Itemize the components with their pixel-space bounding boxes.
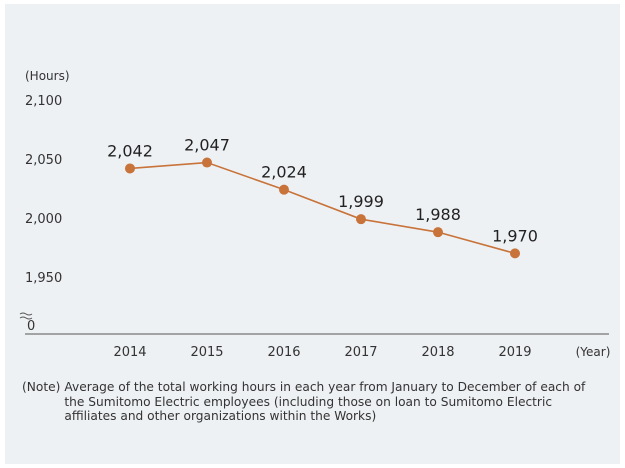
data-label: 1,999: [338, 192, 384, 211]
line-chart: (Hours) (Year) 0 1,950 2,000 2,050 2,100 20…: [19, 69, 611, 360]
data-label: 1,970: [492, 226, 538, 245]
data-point: [510, 248, 520, 259]
data-point: [279, 184, 289, 195]
x-tick-label: 2019: [498, 345, 531, 360]
note: (Note) Average of the total working hour…: [22, 380, 607, 424]
data-label: 2,042: [107, 141, 153, 160]
y-break-zero-label: 0: [27, 319, 35, 334]
data-label: 2,024: [261, 163, 307, 182]
y-axis-label: (Hours): [25, 69, 70, 83]
data-point: [125, 163, 135, 174]
y-tick-label: 2,100: [25, 94, 62, 109]
y-tick-label: 2,050: [25, 153, 62, 168]
note-label: (Note): [22, 380, 61, 394]
data-point: [356, 214, 366, 225]
data-point: [202, 157, 212, 168]
y-tick-label: 1,950: [25, 271, 62, 286]
data-label: 2,047: [184, 136, 230, 155]
y-tick-label: 2,000: [25, 212, 62, 227]
data-point: [433, 227, 443, 238]
data-label: 1,988: [415, 205, 461, 224]
x-tick-label: 2018: [421, 345, 454, 360]
x-tick-label: 2017: [344, 345, 377, 360]
chart-panel: [5, 4, 620, 464]
x-tick-label: 2015: [190, 345, 223, 360]
axis-break-icon: [19, 312, 33, 320]
x-tick-label: 2016: [267, 345, 300, 360]
series-line: [129, 161, 516, 255]
x-tick-label: 2014: [113, 345, 146, 360]
note-text: Average of the total working hours in ea…: [64, 380, 586, 423]
x-axis-label: (Year): [576, 345, 611, 359]
